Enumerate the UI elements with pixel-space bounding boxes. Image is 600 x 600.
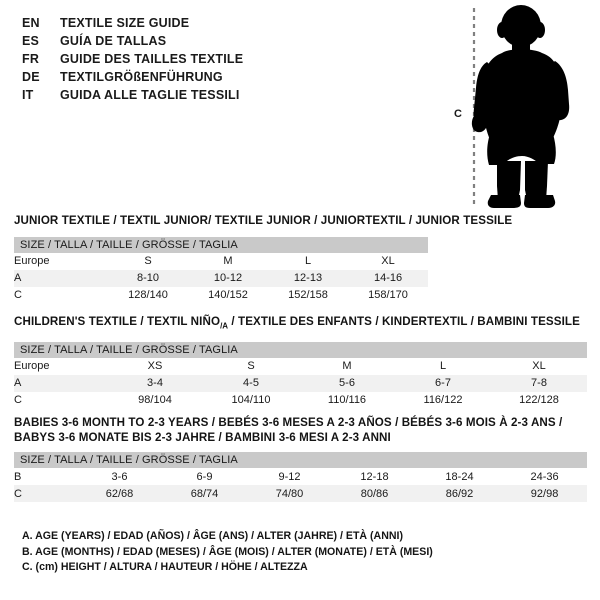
section-babies: BABIES 3-6 MONTH TO 2-3 YEARS / BEBÉS 3-… (14, 416, 590, 502)
cell: 152/158 (288, 289, 328, 301)
language-title: TEXTILGRÖßENFÜHRUNG (60, 70, 223, 84)
cell: 9-12 (278, 470, 301, 483)
table-row: Europe XS S M L XL (14, 358, 587, 375)
cell: 12-18 (360, 470, 389, 483)
cell: 7-8 (491, 374, 587, 392)
section-heading-babies-line1: BABIES 3-6 MONTH TO 2-3 YEARS / BEBÉS 3-… (14, 416, 563, 429)
cell: 62/68 (77, 485, 162, 502)
language-row: EN TEXTILE SIZE GUIDE (22, 14, 322, 32)
cell: 3-6 (111, 470, 128, 483)
table-row: Europe S M L XL (14, 253, 428, 270)
legend-line-b: B. AGE (MONTHS) / EDAD (MESES) / ÂGE (MO… (22, 545, 433, 558)
cell: 8-10 (108, 269, 188, 287)
children-size-table: SIZE / TALLA / TAILLE / GRÖSSE / TAGLIA … (14, 341, 587, 409)
table-row: C 128/140 140/152 152/158 158/170 (14, 287, 428, 304)
cell: S (247, 360, 255, 373)
band-label: SIZE / TALLA / TAILLE / GRÖSSE / TAGLIA (14, 236, 429, 253)
section-heading-junior: JUNIOR TEXTILE / TEXTIL JUNIOR/ TEXTILE … (14, 214, 513, 227)
cell: 116/122 (423, 394, 463, 407)
height-label-c: C (454, 108, 462, 120)
band-label: SIZE / TALLA / TAILLE / GRÖSSE / TAGLIA (14, 452, 588, 468)
cell: 128/140 (128, 289, 168, 301)
cell: 104/110 (231, 394, 271, 407)
cell: 98/104 (138, 394, 172, 407)
legend-block: A. AGE (YEARS) / EDAD (AÑOS) / ÂGE (ANS)… (22, 529, 482, 576)
section-children: CHILDREN'S TEXTILE / TEXTIL NIÑO/A / TEX… (14, 315, 590, 409)
heading-part-subscript: /A (220, 321, 229, 331)
cell: 4-5 (203, 374, 299, 392)
table-row: C 62/68 68/74 74/80 80/86 86/92 92/98 (14, 485, 588, 502)
toddler-silhouette-svg (471, 5, 570, 208)
language-title: GUIDE DES TAILLES TEXTILE (60, 52, 244, 66)
row-label: C (14, 394, 22, 407)
language-code: FR (22, 52, 40, 66)
legend-line-c: C. (cm) HEIGHT / ALTURA / HAUTEUR / HÖHE… (22, 561, 308, 573)
table-band-row: SIZE / TALLA / TAILLE / GRÖSSE / TAGLIA (14, 236, 429, 253)
cell: L (304, 255, 312, 267)
heading-part-post: / TEXTILE DES ENFANTS / KINDERTEXTIL / B… (228, 315, 580, 328)
table-row: A 3-4 4-5 5-6 6-7 7-8 (14, 374, 587, 392)
row-label: A (14, 374, 107, 392)
cell: 74/80 (247, 485, 332, 502)
band-label: SIZE / TALLA / TAILLE / GRÖSSE / TAGLIA (14, 341, 587, 358)
language-title: TEXTILE SIZE GUIDE (60, 16, 190, 30)
cell: 10-12 (188, 269, 268, 287)
language-code: IT (22, 88, 34, 102)
table-band-row: SIZE / TALLA / TAILLE / GRÖSSE / TAGLIA (14, 452, 588, 468)
heading-part-pre: CHILDREN'S TEXTILE / TEXTIL NIÑO (14, 315, 221, 328)
language-row: IT GUIDA ALLE TAGLIE TESSILI (22, 86, 322, 104)
language-row: ES GUÍA DE TALLAS (22, 32, 322, 50)
cell: S (144, 255, 152, 267)
cell: M (223, 255, 233, 267)
row-label: Europe (14, 360, 50, 373)
toddler-silhouette (471, 5, 570, 208)
language-code: EN (22, 16, 40, 30)
cell: 158/170 (368, 289, 408, 301)
cell: 6-9 (196, 470, 213, 483)
cell: 14-16 (348, 269, 429, 287)
table-band-row: SIZE / TALLA / TAILLE / GRÖSSE / TAGLIA (14, 341, 587, 358)
cell: M (342, 360, 352, 373)
section-junior: JUNIOR TEXTILE / TEXTIL JUNIOR/ TEXTILE … (14, 214, 513, 304)
table-row: B 3-6 6-9 9-12 12-18 18-24 24-36 (14, 468, 587, 485)
cell: 3-4 (107, 374, 203, 392)
cell: XL (381, 255, 395, 267)
cell: 5-6 (299, 374, 395, 392)
cell: 24-36 (530, 470, 559, 483)
cell: 68/74 (162, 485, 247, 502)
row-label: B (14, 470, 22, 483)
row-label: C (14, 485, 77, 502)
height-figure: C (440, 4, 600, 210)
section-heading-babies-line2: BABYS 3-6 MONATE BIS 2-3 JAHRE / BAMBINI… (14, 430, 391, 444)
cell: 86/92 (417, 485, 502, 502)
cell: 110/116 (327, 394, 367, 407)
language-title-block: EN TEXTILE SIZE GUIDE ES GUÍA DE TALLAS … (22, 14, 322, 104)
language-row: FR GUIDE DES TAILLES TEXTILE (22, 50, 322, 68)
cell: XL (532, 360, 546, 373)
row-label: A (14, 269, 108, 287)
junior-size-table: SIZE / TALLA / TAILLE / GRÖSSE / TAGLIA … (14, 236, 429, 304)
language-code: ES (22, 34, 40, 48)
cell: 18-24 (445, 470, 474, 483)
cell: 6-7 (395, 374, 491, 392)
cell: 92/98 (502, 485, 588, 502)
row-label: Europe (14, 255, 50, 267)
language-title: GUÍA DE TALLAS (60, 34, 167, 48)
cell: XS (147, 360, 163, 373)
table-row: C 98/104 104/110 110/116 116/122 122/128 (14, 392, 587, 409)
cell: 140/152 (208, 289, 248, 301)
babies-size-table: SIZE / TALLA / TAILLE / GRÖSSE / TAGLIA … (14, 452, 588, 502)
table-row: A 8-10 10-12 12-13 14-16 (14, 269, 429, 287)
cell: 122/128 (519, 394, 559, 407)
cell: L (439, 360, 447, 373)
language-code: DE (22, 70, 40, 84)
row-label: C (14, 289, 22, 301)
section-heading-children: CHILDREN'S TEXTILE / TEXTIL NIÑO/A / TEX… (14, 315, 590, 334)
language-row: DE TEXTILGRÖßENFÜHRUNG (22, 68, 322, 86)
legend-line-a: A. AGE (YEARS) / EDAD (AÑOS) / ÂGE (ANS)… (22, 530, 403, 542)
cell: 12-13 (268, 269, 348, 287)
language-title: GUIDA ALLE TAGLIE TESSILI (60, 88, 240, 102)
cell: 80/86 (332, 485, 417, 502)
